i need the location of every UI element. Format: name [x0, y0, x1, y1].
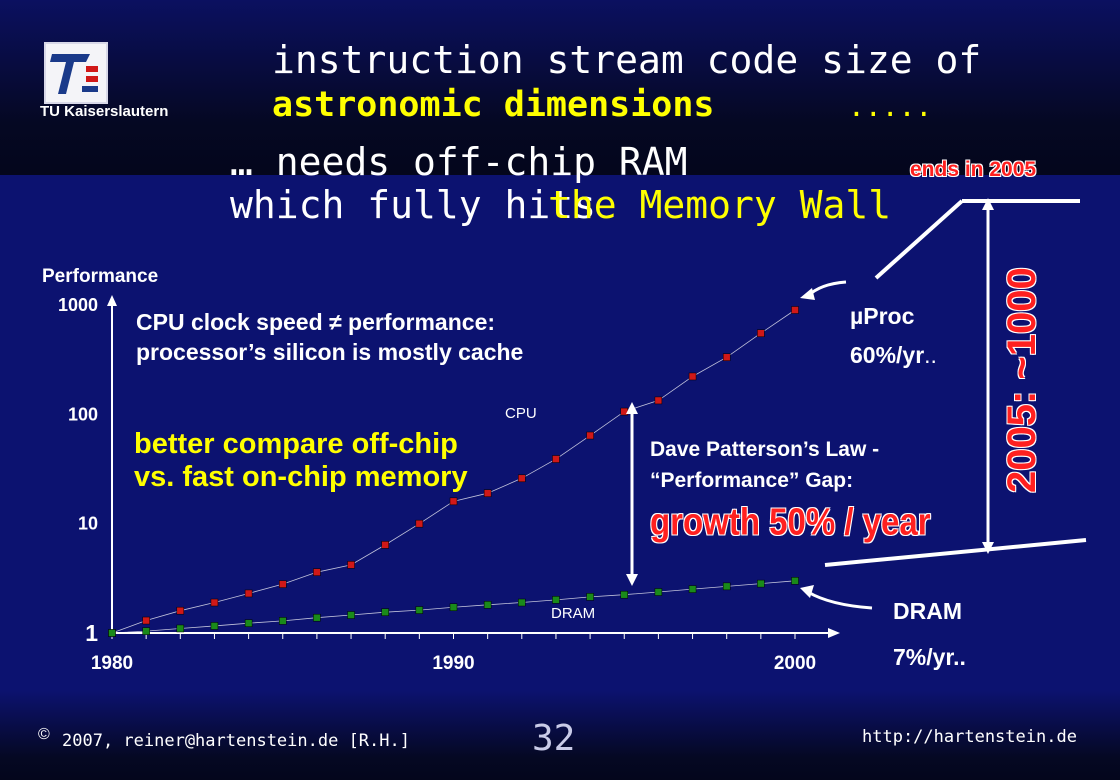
y-axis-arrow	[107, 295, 117, 306]
data-point	[722, 353, 731, 361]
x-axis-arrow	[828, 628, 840, 638]
uproc-pointer-arrow	[800, 280, 847, 300]
cpu-note-line-2: processor’s silicon is mostly cache	[136, 339, 524, 365]
data-point	[586, 593, 594, 601]
data-point	[347, 561, 355, 569]
dram-pointer-arrow	[800, 585, 873, 610]
data-series	[108, 306, 799, 637]
subheadline-line-2: which fully hits	[230, 183, 597, 227]
data-point	[654, 396, 663, 405]
data-point	[415, 519, 424, 528]
data-point	[483, 601, 492, 609]
y-axis-label: Performance	[42, 266, 158, 287]
dram-rate: 7%/yr..	[893, 644, 966, 670]
y-tick-label: 10	[78, 514, 98, 534]
data-point	[483, 489, 492, 497]
footer-band	[0, 690, 1120, 780]
gap-2005-label: 2005: ~1000	[1000, 267, 1044, 493]
uproc-rate-dots: ..	[924, 342, 937, 368]
series-cpu	[108, 306, 799, 637]
data-point	[757, 329, 765, 337]
data-point	[244, 619, 253, 627]
data-point	[313, 568, 321, 576]
data-point	[688, 585, 697, 593]
cpu-series-label: CPU	[505, 405, 537, 422]
x-tick-label: 2000	[774, 653, 816, 674]
uproc-label: µProc	[850, 303, 915, 329]
footer-url[interactable]: http://hartenstein.de	[862, 727, 1077, 747]
x-tick-label: 1990	[432, 653, 474, 674]
header-band	[0, 0, 1120, 175]
data-point	[722, 582, 731, 591]
tu-logo-icon	[50, 54, 98, 94]
data-point	[279, 580, 287, 588]
data-point	[620, 407, 628, 416]
series-dram	[108, 577, 799, 637]
patterson-law-line-2: “Performance” Gap:	[650, 469, 854, 492]
y-tick-label: 1000	[58, 295, 98, 315]
headline-dots: .....	[848, 90, 933, 123]
ends-in-2005-label: ends in 2005	[910, 158, 1037, 181]
logo-label: TU Kaiserslautern	[40, 103, 169, 120]
data-point	[449, 497, 458, 506]
data-point	[108, 629, 116, 637]
data-point	[347, 611, 355, 619]
data-point	[757, 579, 765, 588]
memory-wall-highlight: the Memory Wall	[548, 183, 892, 227]
patterson-law-line-1: Dave Patterson’s Law -	[650, 438, 880, 461]
data-point	[552, 455, 560, 463]
data-point	[142, 616, 150, 625]
data-point	[620, 590, 628, 599]
gap-2005-bracket	[824, 198, 1087, 567]
data-point	[552, 596, 560, 604]
data-point	[381, 608, 389, 616]
headline-line-2: astronomic dimensions	[272, 85, 715, 125]
data-point	[688, 372, 697, 381]
page-number: 32	[532, 718, 576, 759]
performance-gap-arrow	[626, 402, 638, 586]
data-point	[176, 606, 185, 615]
growth-rate-label: growth 50% / year	[650, 500, 931, 543]
data-point	[791, 306, 799, 314]
data-point	[381, 541, 389, 549]
axes	[107, 295, 840, 638]
data-point	[791, 577, 799, 585]
university-logo	[44, 42, 108, 104]
data-point	[210, 598, 219, 607]
y-tick-label: 100	[68, 404, 98, 424]
data-point	[415, 606, 424, 614]
dram-label: DRAM	[893, 598, 962, 624]
cpu-note-line-1: CPU clock speed ≠ performance:	[136, 309, 496, 335]
data-point	[518, 598, 526, 607]
compare-note-line-1: better compare off-chip	[134, 428, 458, 460]
headline-line-1: instruction stream code size of	[272, 38, 982, 82]
data-point	[518, 474, 526, 483]
data-point	[176, 624, 185, 633]
data-point	[244, 589, 253, 598]
y-ticks: 1 10 100 1000	[58, 295, 98, 646]
data-point	[654, 588, 663, 596]
x-tick-label: 1980	[91, 653, 133, 674]
compare-note-line-2: vs. fast on-chip memory	[134, 461, 468, 493]
x-ticks: 1980 1990 2000	[91, 633, 816, 674]
data-point	[142, 627, 150, 635]
data-point	[279, 617, 287, 625]
y-tick-label: 1	[85, 620, 98, 646]
copyright-symbol: ©	[38, 726, 50, 743]
data-point	[210, 622, 219, 630]
uproc-rate: 60%/yr..	[850, 342, 937, 369]
data-point	[449, 603, 458, 611]
data-point	[586, 431, 594, 440]
dram-series-label: DRAM	[551, 605, 595, 622]
data-point	[313, 613, 321, 622]
footer-credit: 2007, reiner@hartenstein.de [R.H.]	[62, 731, 410, 751]
subheadline-line-1: … needs off-chip RAM	[230, 140, 688, 184]
uproc-rate-value: 60%/yr	[850, 342, 925, 368]
